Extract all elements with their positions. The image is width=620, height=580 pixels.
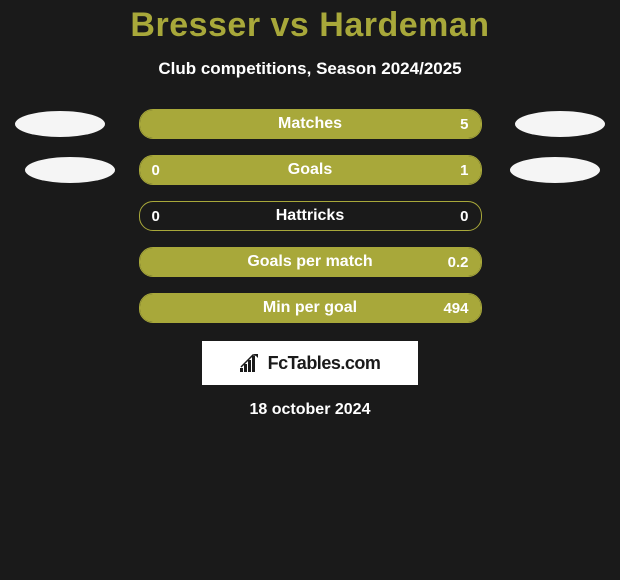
stat-row: Min per goal494 — [139, 293, 482, 323]
stat-label: Matches — [140, 110, 481, 138]
source-logo: FcTables.com — [202, 341, 418, 385]
stat-right-value: 0.2 — [448, 248, 469, 276]
source-logo-text: FcTables.com — [268, 353, 381, 374]
page-title: Bresser vs Hardeman — [0, 6, 620, 45]
stat-row: Goals per match0.2 — [139, 247, 482, 277]
player-right-marker-1 — [515, 111, 605, 137]
date-label: 18 october 2024 — [0, 401, 620, 419]
stat-right-value: 5 — [460, 110, 468, 138]
stat-label: Min per goal — [140, 294, 481, 322]
player-left-marker-2 — [25, 157, 115, 183]
fctables-icon — [240, 354, 262, 372]
stat-row: Matches5 — [139, 109, 482, 139]
stat-label: Goals per match — [140, 248, 481, 276]
stat-row: 0Hattricks0 — [139, 201, 482, 231]
stat-label: Hattricks — [140, 202, 481, 230]
stats-comparison: Matches50Goals10Hattricks0Goals per matc… — [0, 109, 620, 419]
player-right-marker-2 — [510, 157, 600, 183]
stat-row: 0Goals1 — [139, 155, 482, 185]
stat-right-value: 0 — [460, 202, 468, 230]
stat-label: Goals — [140, 156, 481, 184]
stat-right-value: 1 — [460, 156, 468, 184]
subtitle: Club competitions, Season 2024/2025 — [0, 59, 620, 79]
player-left-marker-1 — [15, 111, 105, 137]
stat-right-value: 494 — [443, 294, 468, 322]
